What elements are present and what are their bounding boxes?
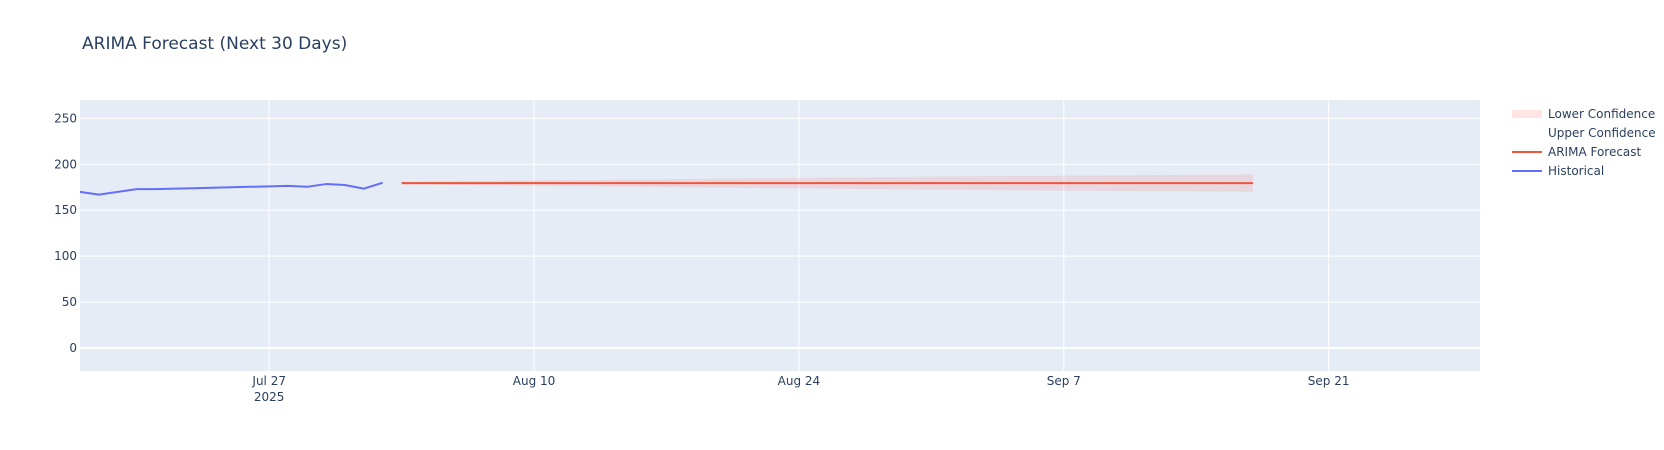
y-tick-label: 50 [62,295,77,309]
legend-swatch [1512,110,1542,118]
plot-area[interactable]: 0 50 100 150 200 250 Jul 27 2025 Aug 10 Aug 24 Sep… [54,100,1480,404]
x-tick-label: Sep 21 [1308,374,1350,388]
legend-label: Upper Confidence [1548,126,1656,140]
x-tick-label: Jul 27 [251,374,286,388]
legend-label: Historical [1548,164,1604,178]
legend-item-historical[interactable]: Historical [1512,164,1604,178]
legend[interactable]: Lower Confidence Upper Confidence ARIMA Fo… [1512,107,1656,178]
chart-title: ARIMA Forecast (Next 30 Days) [82,34,347,54]
x-tick-label: Sep 7 [1047,374,1081,388]
y-tick-label: 250 [54,111,77,125]
legend-label: ARIMA Forecast [1548,145,1642,159]
legend-item-upper-confidence[interactable]: Upper Confidence [1512,126,1656,140]
y-tick-label: 0 [69,341,77,355]
y-tick-label: 100 [54,249,77,263]
plot-background [80,100,1480,371]
legend-label: Lower Confidence [1548,107,1655,121]
x-tick-label: Aug 24 [778,374,821,388]
legend-item-arima-forecast[interactable]: ARIMA Forecast [1512,145,1642,159]
legend-item-lower-confidence[interactable]: Lower Confidence [1512,107,1655,121]
y-tick-label: 150 [54,203,77,217]
x-tick-label: Aug 10 [513,374,556,388]
x-tick-sublabel: 2025 [254,390,285,404]
y-tick-label: 200 [54,157,77,171]
historical-line[interactable] [79,181,384,196]
